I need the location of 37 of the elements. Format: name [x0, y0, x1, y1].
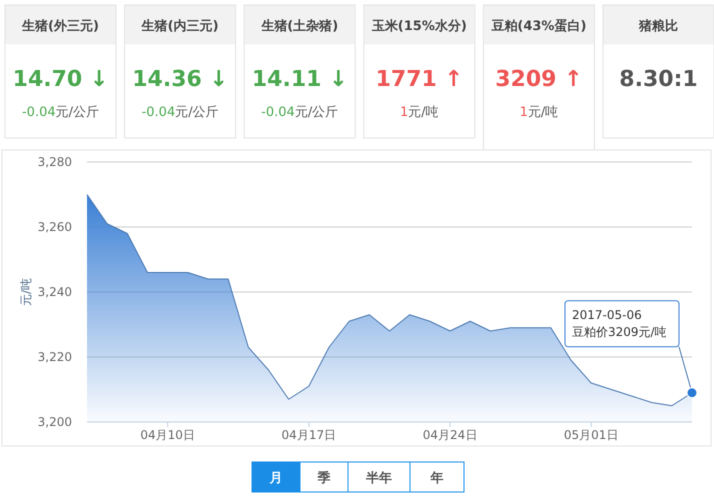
- text: 生猪(外三元): [21, 19, 99, 34]
- text: 1: [400, 105, 408, 120]
- x-tick-label: 04月17日: [282, 428, 336, 442]
- text: -0.04: [261, 105, 295, 120]
- text: 元/公斤: [294, 105, 338, 120]
- text: 1771 ↑: [376, 67, 463, 92]
- text: 1: [520, 105, 528, 120]
- text: 元/吨: [528, 105, 558, 120]
- text: 14.36 ↓: [132, 67, 228, 92]
- annotation: 2017-05-06 豆粕价3209元/吨: [572, 308, 667, 339]
- text: 3209 ↑: [495, 67, 583, 92]
- button: 月: [252, 462, 300, 492]
- text: 元/吨: [408, 105, 439, 120]
- y-tick-label: 3,200: [38, 415, 72, 429]
- text: 14.70 ↓: [12, 67, 108, 92]
- x-tick-label: 05月01日: [564, 428, 618, 442]
- y-tick-label: 3,220: [38, 350, 72, 364]
- text: 8.30:1: [619, 67, 698, 92]
- text: 14.11 ↓: [252, 67, 348, 92]
- text: -0.04: [142, 105, 176, 120]
- y-tick-label: 3,260: [38, 220, 72, 234]
- button: 半年: [348, 462, 410, 492]
- x-tick-label: 04月24日: [422, 428, 478, 442]
- x-tick-label: 04月10日: [140, 428, 195, 442]
- text: 元/公斤: [175, 105, 219, 120]
- text: 元/公斤: [56, 105, 100, 120]
- text: 豆粕(43%蛋白): [490, 19, 586, 34]
- text: 生猪(土杂猪): [260, 19, 338, 34]
- text: 玉米(15%水分): [370, 19, 467, 34]
- y-tick-label: 3,280: [38, 155, 72, 169]
- text: -0.04: [22, 105, 56, 120]
- text: 生猪(内三元): [140, 19, 219, 34]
- button: 季: [300, 462, 348, 492]
- button: 年: [410, 462, 464, 492]
- y-axis-title: 元/吨: [19, 278, 33, 306]
- y-tick-label: 3,240: [38, 285, 72, 299]
- text: 猪粮比: [638, 18, 678, 34]
